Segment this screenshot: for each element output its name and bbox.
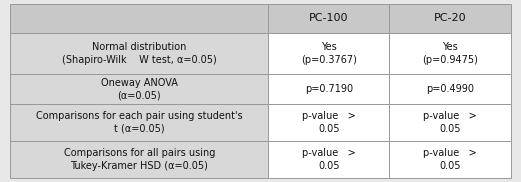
Bar: [268, 74, 389, 104]
Text: Comparisons for each pair using student's
t (α=0.05): Comparisons for each pair using student'…: [36, 111, 243, 134]
Text: p-value   >
0.05: p-value > 0.05: [423, 148, 477, 171]
Text: Yes
(p=0.3767): Yes (p=0.3767): [301, 42, 357, 65]
Bar: [10, 74, 268, 104]
Text: p=0.7190: p=0.7190: [305, 84, 353, 94]
Bar: [10, 141, 268, 178]
Text: Comparisons for all pairs using
Tukey-Kramer HSD (α=0.05): Comparisons for all pairs using Tukey-Kr…: [64, 148, 215, 171]
Text: PC-100: PC-100: [309, 13, 349, 23]
Text: Yes
(p=0.9475): Yes (p=0.9475): [422, 42, 478, 65]
Bar: [390, 4, 511, 33]
Bar: [10, 104, 268, 141]
Bar: [390, 104, 511, 141]
Bar: [390, 74, 511, 104]
Bar: [390, 141, 511, 178]
Bar: [10, 4, 268, 33]
Bar: [268, 104, 389, 141]
Bar: [390, 33, 511, 74]
Bar: [268, 141, 389, 178]
Text: Normal distribution
(Shapiro-Wilk    W test, α=0.05): Normal distribution (Shapiro-Wilk W test…: [62, 42, 217, 65]
Bar: [268, 33, 389, 74]
Text: p-value   >
0.05: p-value > 0.05: [423, 111, 477, 134]
Text: Oneway ANOVA
(α=0.05): Oneway ANOVA (α=0.05): [101, 78, 178, 100]
Bar: [268, 4, 389, 33]
Text: PC-20: PC-20: [433, 13, 466, 23]
Text: p-value   >
0.05: p-value > 0.05: [302, 111, 356, 134]
Text: p=0.4990: p=0.4990: [426, 84, 474, 94]
Text: p-value   >
0.05: p-value > 0.05: [302, 148, 356, 171]
Bar: [10, 33, 268, 74]
